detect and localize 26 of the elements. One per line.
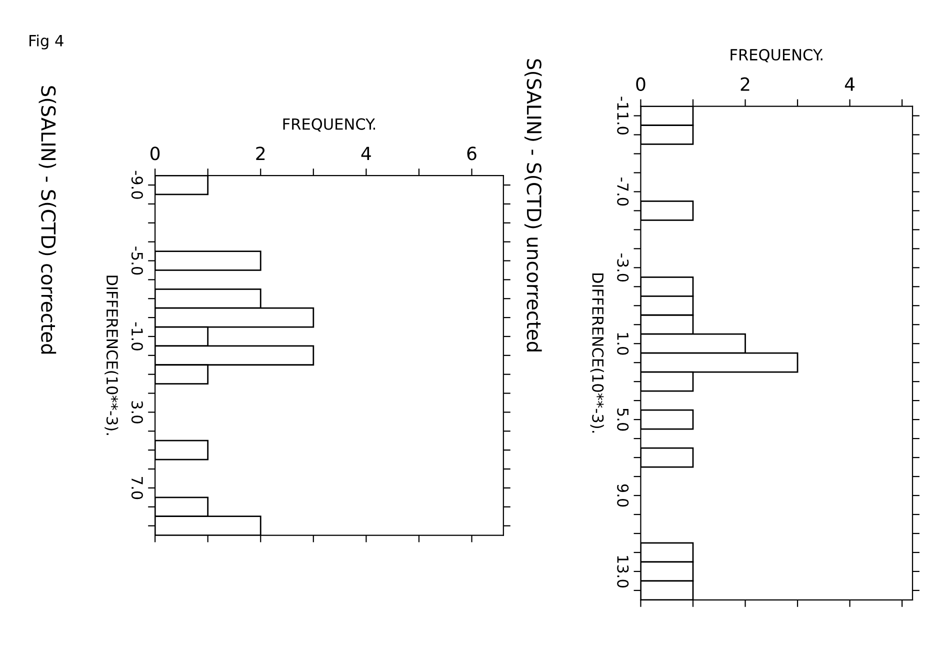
y-axis-title: DIFFERENCE(10**-3). [590, 273, 604, 433]
y-tick-label: -7.0 [617, 178, 629, 206]
y-tick-label: -1.0 [131, 322, 143, 350]
y-tick-label: -9.0 [131, 170, 143, 199]
x-tick-label: 0 [636, 77, 646, 91]
x-tick-label: 4 [844, 78, 855, 91]
x-tick-label: 0 [150, 146, 160, 160]
x-tick-label: 4 [361, 146, 371, 160]
y-tick-label: 5.0 [617, 408, 629, 431]
text: S(SALIN) - S(CTD) uncorrected [524, 59, 542, 352]
y-tick-label: -5.0 [131, 246, 143, 275]
y-tick-label: 1.0 [617, 333, 629, 355]
y-tick-label: -3.0 [617, 254, 629, 282]
x-axis-title: FREQUENCY. [730, 48, 822, 62]
y-tick-label: 9.0 [617, 484, 629, 507]
x-axis-title: FREQUENCY. [283, 118, 376, 132]
x-tick-label: 2 [740, 77, 750, 91]
x-tick-label: 2 [256, 146, 265, 160]
text: S(SALIN) - S(CTD) corrected [38, 86, 56, 354]
caption: Fig 4 [30, 34, 64, 50]
y-tick-label: 3.0 [131, 401, 143, 424]
y-axis-title: DIFFERENCE(10**-3). [104, 276, 118, 435]
y-tick-label: -11.0 [617, 96, 629, 135]
x-tick-label: 6 [467, 146, 476, 160]
y-tick-label: 13.0 [617, 556, 629, 588]
y-tick-label: 7.0 [131, 477, 143, 500]
